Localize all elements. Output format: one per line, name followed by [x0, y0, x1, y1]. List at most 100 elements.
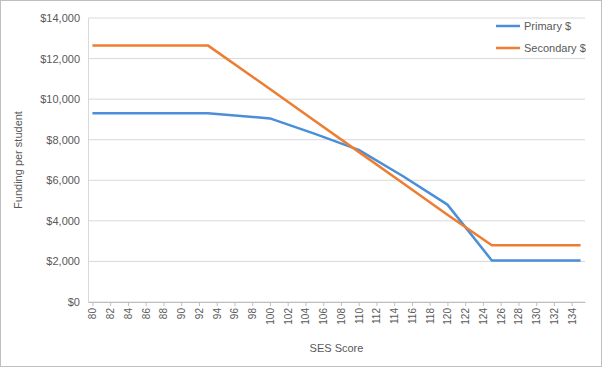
x-tick-label: 108 [336, 308, 347, 325]
x-tick-mark [536, 302, 537, 306]
x-tick: 92 [194, 302, 205, 319]
x-tick-label: 112 [371, 308, 382, 324]
x-tick-label: 120 [442, 308, 453, 325]
x-tick: 130 [531, 302, 542, 325]
x-tick: 96 [229, 302, 240, 319]
x-tick: 80 [87, 302, 98, 319]
x-tick-mark [376, 302, 377, 306]
grid-line [88, 139, 585, 140]
x-tick: 86 [141, 302, 152, 319]
y-tick: $6,000 [46, 174, 88, 186]
y-tick-label: $10,000 [40, 93, 80, 105]
x-tick-mark [288, 302, 289, 306]
x-tick: 94 [212, 302, 223, 319]
y-tick-label: $12,000 [40, 53, 80, 65]
x-tick-label: 92 [194, 308, 205, 320]
grid-line [88, 18, 585, 19]
x-tick-mark [252, 302, 253, 306]
y-axis-line [88, 19, 89, 303]
x-axis-title: SES Score [310, 342, 364, 354]
x-tick-mark [501, 302, 502, 306]
x-tick-label: 90 [176, 308, 187, 320]
y-tick-label: $4,000 [46, 215, 80, 227]
y-tick-label: $2,000 [46, 255, 80, 267]
x-tick-label: 118 [425, 308, 436, 324]
x-tick: 120 [442, 302, 453, 325]
y-tick: $2,000 [46, 255, 88, 267]
chart: $0 $2,000 $4,000 $6,000 $8,000 $10,000 $12,000… [0, 0, 602, 367]
legend-label: Primary $ [524, 20, 571, 32]
x-tick-label: 122 [460, 308, 471, 325]
x-tick-mark [359, 302, 360, 306]
y-tick-label: $8,000 [46, 134, 80, 146]
x-axis-line [89, 302, 586, 303]
x-tick: 128 [513, 302, 524, 325]
grid-line [88, 220, 585, 221]
x-tick-label: 82 [105, 308, 116, 320]
x-tick: 106 [318, 302, 329, 325]
x-tick: 84 [123, 302, 134, 319]
grid-line [88, 180, 585, 181]
x-tick-mark [92, 302, 93, 306]
x-tick-label: 106 [318, 308, 329, 325]
x-tick-mark [572, 302, 573, 306]
y-tick-label: $14,000 [40, 12, 80, 24]
grid-line [88, 302, 585, 303]
x-tick-label: 134 [567, 308, 578, 325]
x-tick-label: 98 [247, 308, 258, 320]
x-tick-mark [199, 302, 200, 306]
x-tick: 124 [478, 302, 489, 325]
x-tick-mark [394, 302, 395, 306]
x-tick-label: 132 [549, 308, 560, 325]
x-tick: 104 [300, 302, 311, 325]
x-tick-mark [128, 302, 129, 306]
x-tick: 102 [283, 302, 294, 325]
x-tick-label: 104 [300, 308, 311, 325]
x-tick-mark [430, 302, 431, 306]
x-tick-label: 100 [265, 308, 276, 325]
x-tick: 112 [371, 302, 382, 324]
x-tick-mark [146, 302, 147, 306]
legend-swatch [496, 47, 520, 50]
x-tick-mark [110, 302, 111, 306]
y-tick: $8,000 [46, 134, 88, 146]
x-tick-label: 110 [354, 308, 365, 324]
grid-line [88, 58, 585, 59]
x-tick: 114 [389, 302, 400, 324]
plot-marks [92, 45, 580, 260]
x-tick-mark [181, 302, 182, 306]
series-line [92, 45, 580, 245]
x-tick: 98 [247, 302, 258, 319]
x-tick-label: 114 [389, 308, 400, 324]
x-tick: 100 [265, 302, 276, 325]
x-tick: 90 [176, 302, 187, 319]
x-tick-mark [483, 302, 484, 306]
x-tick: 88 [158, 302, 169, 319]
x-tick-mark [341, 302, 342, 306]
x-axis: 80 82 84 86 88 90 92 94 96 98 100 102 104 106 108 110 11… [87, 302, 585, 325]
x-tick-label: 86 [141, 308, 152, 320]
grid-line [88, 99, 585, 100]
x-tick: 134 [567, 302, 578, 325]
legend: Primary $Secondary $ [496, 20, 586, 54]
y-tick: $0 [68, 296, 88, 308]
x-tick-mark [270, 302, 271, 306]
x-tick-label: 126 [496, 308, 507, 325]
x-tick: 122 [460, 302, 471, 325]
x-tick-mark [217, 302, 218, 306]
y-tick-label: $6,000 [46, 174, 80, 186]
x-tick: 118 [425, 302, 436, 324]
x-tick-label: 128 [513, 308, 524, 325]
x-tick-mark [518, 302, 519, 306]
x-tick-label: 96 [229, 308, 240, 320]
x-tick-mark [234, 302, 235, 306]
x-tick-label: 124 [478, 308, 489, 325]
x-tick-mark [412, 302, 413, 306]
chart-frame [1, 1, 602, 367]
x-tick: 82 [105, 302, 116, 319]
y-tick: $10,000 [40, 93, 88, 105]
y-tick-label: $0 [68, 296, 80, 308]
x-tick-mark [305, 302, 306, 306]
x-tick-mark [447, 302, 448, 306]
y-axis: $0 $2,000 $4,000 $6,000 $8,000 $10,000 $12,000… [40, 12, 88, 308]
